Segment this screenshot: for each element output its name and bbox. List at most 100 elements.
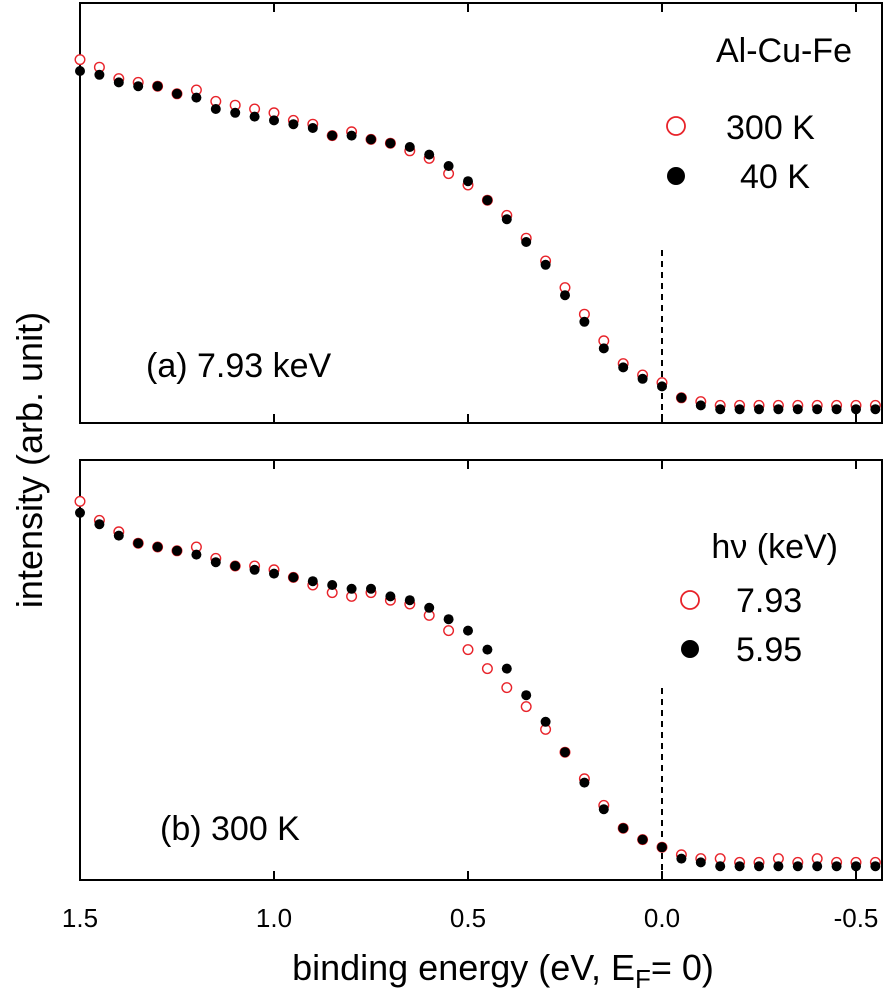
data-point bbox=[481, 663, 493, 675]
data-point bbox=[676, 392, 687, 403]
data-point bbox=[773, 861, 784, 872]
x-tick-label-1: 1.5 bbox=[62, 903, 98, 933]
data-point bbox=[288, 572, 299, 583]
data-point bbox=[269, 568, 279, 579]
data-point bbox=[715, 861, 726, 872]
data-point bbox=[269, 115, 279, 126]
data-point bbox=[113, 77, 124, 88]
data-point bbox=[695, 857, 706, 868]
panel-a-points bbox=[74, 54, 881, 415]
data-point bbox=[366, 134, 376, 145]
data-point bbox=[501, 682, 513, 694]
panel-b-legend-title: hν (keV) bbox=[711, 528, 838, 566]
x-axis-label-tail: = 0) bbox=[651, 947, 714, 988]
data-point bbox=[94, 69, 105, 80]
panel-a-label: (a) 7.93 keV bbox=[146, 347, 332, 385]
data-point bbox=[210, 104, 221, 114]
panel-b-frame bbox=[79, 459, 883, 881]
data-point bbox=[424, 602, 435, 613]
data-point bbox=[172, 88, 182, 99]
panel-a-legend-label-40k: 40 K bbox=[740, 158, 810, 196]
tick-marks bbox=[79, 3, 857, 880]
data-point bbox=[618, 362, 629, 373]
data-point bbox=[560, 747, 570, 758]
panel-b-label: (b) 300 K bbox=[160, 810, 300, 848]
data-point bbox=[520, 701, 532, 713]
data-point bbox=[366, 583, 376, 594]
data-point bbox=[598, 804, 609, 815]
data-point bbox=[598, 343, 609, 354]
data-point bbox=[618, 823, 629, 834]
data-point bbox=[792, 861, 803, 872]
data-point bbox=[191, 92, 202, 103]
data-point bbox=[443, 614, 454, 625]
data-point bbox=[754, 861, 764, 872]
x-axis-label-main: binding energy (eV, E bbox=[292, 947, 635, 988]
data-point bbox=[831, 404, 842, 415]
data-point bbox=[637, 834, 648, 845]
data-point bbox=[870, 861, 881, 872]
data-point bbox=[288, 119, 299, 130]
data-point bbox=[812, 861, 823, 872]
data-point bbox=[560, 290, 570, 301]
data-point bbox=[307, 576, 318, 587]
data-point bbox=[385, 591, 396, 602]
data-point bbox=[75, 66, 85, 76]
data-point bbox=[754, 404, 764, 415]
data-point bbox=[327, 580, 338, 590]
data-point bbox=[657, 842, 667, 853]
x-tick-label-2: 1.0 bbox=[256, 903, 292, 933]
data-point bbox=[521, 237, 532, 247]
data-point bbox=[463, 176, 473, 187]
data-point bbox=[191, 549, 202, 560]
panel-a-legend-marker-300k bbox=[666, 116, 686, 136]
data-point bbox=[113, 530, 124, 541]
data-point bbox=[579, 316, 590, 327]
data-point bbox=[792, 404, 803, 415]
data-point bbox=[463, 625, 473, 636]
data-point bbox=[249, 111, 260, 122]
data-point bbox=[676, 853, 687, 864]
data-point bbox=[637, 373, 648, 384]
panel-b-legend-marker-793 bbox=[680, 590, 700, 610]
y-axis-label: intensity (arb. unit) bbox=[9, 312, 50, 608]
data-point bbox=[501, 663, 512, 674]
data-point bbox=[327, 130, 338, 141]
panel-a-frame bbox=[79, 2, 883, 424]
data-point bbox=[773, 404, 784, 415]
data-point bbox=[715, 404, 726, 415]
data-point bbox=[74, 495, 86, 507]
x-axis-label-subscript: F bbox=[635, 964, 651, 994]
data-point bbox=[851, 861, 861, 872]
x-tick-label-4: 0.0 bbox=[644, 903, 680, 933]
data-point bbox=[230, 107, 241, 118]
data-point bbox=[404, 595, 415, 606]
data-point bbox=[482, 644, 493, 655]
data-point bbox=[307, 123, 318, 133]
data-point bbox=[734, 404, 745, 415]
data-point bbox=[404, 142, 415, 152]
x-tick-label-5: -0.5 bbox=[834, 903, 879, 933]
data-point bbox=[346, 583, 357, 594]
data-point bbox=[230, 561, 241, 571]
data-point bbox=[482, 195, 493, 206]
data-point bbox=[521, 690, 532, 701]
data-point bbox=[152, 81, 163, 92]
data-point bbox=[443, 625, 455, 637]
data-point bbox=[831, 861, 842, 872]
data-point bbox=[540, 259, 551, 270]
data-point bbox=[501, 214, 512, 225]
panel-a-legend-marker-40k bbox=[667, 167, 685, 185]
data-point bbox=[385, 138, 396, 149]
x-tick-label-3: 0.5 bbox=[450, 903, 486, 933]
data-point bbox=[424, 149, 435, 160]
data-point bbox=[94, 519, 105, 530]
data-point bbox=[851, 404, 861, 415]
data-point bbox=[133, 81, 144, 92]
data-point bbox=[249, 564, 260, 575]
data-point bbox=[443, 161, 454, 171]
data-point bbox=[74, 54, 86, 66]
data-point bbox=[870, 404, 881, 415]
data-point bbox=[579, 777, 590, 788]
